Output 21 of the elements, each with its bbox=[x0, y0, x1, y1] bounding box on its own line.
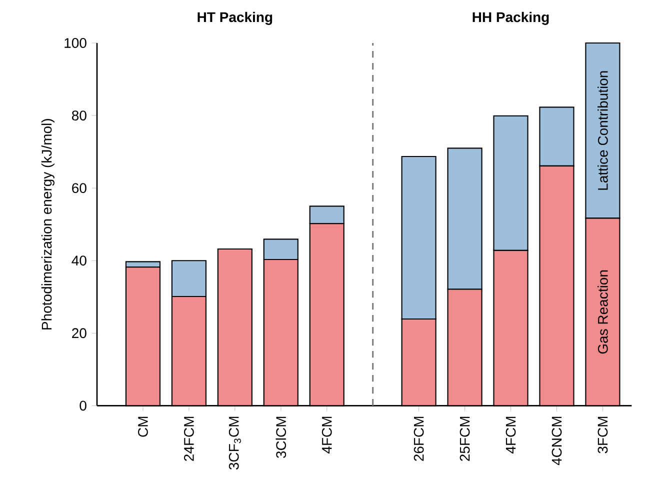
y-tick-label: 100 bbox=[64, 38, 86, 48]
y-tick-label: 80 bbox=[72, 110, 86, 120]
y-tick-label: 60 bbox=[72, 183, 86, 194]
y-axis-title: Photodimerization energy (kJ/mol) bbox=[41, 119, 54, 330]
x-tick-label: 3ClCM bbox=[276, 416, 286, 458]
x-tick-label: 4CNCM bbox=[552, 416, 562, 466]
y-tick-label: 20 bbox=[72, 328, 86, 338]
x-tick-label: 24FCM bbox=[184, 416, 194, 461]
x-tick-label: 3CF$_{3}$CM bbox=[228, 416, 241, 470]
series-label: Lattice Contribution bbox=[598, 71, 608, 190]
x-tick-label: 26FCM bbox=[414, 416, 424, 461]
y-tick-label: 0 bbox=[80, 400, 86, 411]
x-tick-label: 4FCM bbox=[506, 416, 516, 454]
series-label: Gas Reaction bbox=[598, 270, 608, 354]
text: HT Packing bbox=[198, 12, 272, 25]
x-tick-label: CM bbox=[138, 416, 148, 437]
y-tick-label: 40 bbox=[72, 256, 86, 266]
x-tick-label: 4FCM bbox=[322, 416, 332, 454]
text: HH Packing bbox=[472, 12, 549, 25]
x-tick-label: 3FCM bbox=[598, 416, 608, 454]
x-tick-label: 25FCM bbox=[460, 416, 470, 461]
